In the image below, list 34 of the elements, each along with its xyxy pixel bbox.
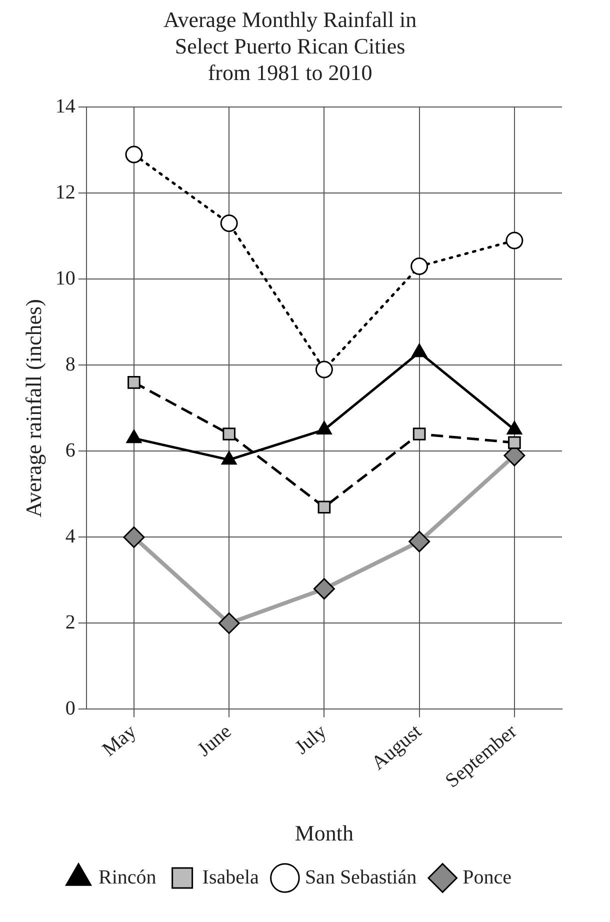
y-tick-label: 0 [65,697,76,720]
y-tick-label: 12 [55,181,76,204]
point [128,376,140,389]
y-tick-label: 6 [65,439,76,462]
point [315,360,333,378]
point [410,258,428,276]
legend-label: Ponce [462,866,512,888]
point [408,530,430,552]
text: Select Puerto Rican Cities [174,33,406,58]
x-tick-label: July [291,720,331,759]
point [123,526,145,548]
point [412,428,426,440]
text: Average Monthly Rainfall in [163,6,417,32]
point [508,436,521,450]
y-tick-label: 10 [55,267,76,290]
x-axis-title: Month [294,820,354,846]
y-tick-label: 2 [65,611,76,634]
point [220,214,238,232]
y-tick-label: 4 [65,525,76,548]
x-tick-label: May [98,720,141,761]
point [218,612,240,634]
point [318,500,331,514]
point [506,232,524,250]
point [313,578,335,600]
y-axis-title: Average rainfall (inches) [20,299,46,518]
x-tick-label: June [193,720,236,761]
legend-label: San Sebastián [304,866,417,888]
legend-label: Rincón [98,866,156,888]
point [222,428,236,440]
point [125,146,143,164]
y-tick-label: 14 [55,95,76,118]
y-tick-label: 8 [65,353,76,376]
text: from 1981 to 2010 [208,60,372,85]
legend-label: Isabela [202,866,260,888]
